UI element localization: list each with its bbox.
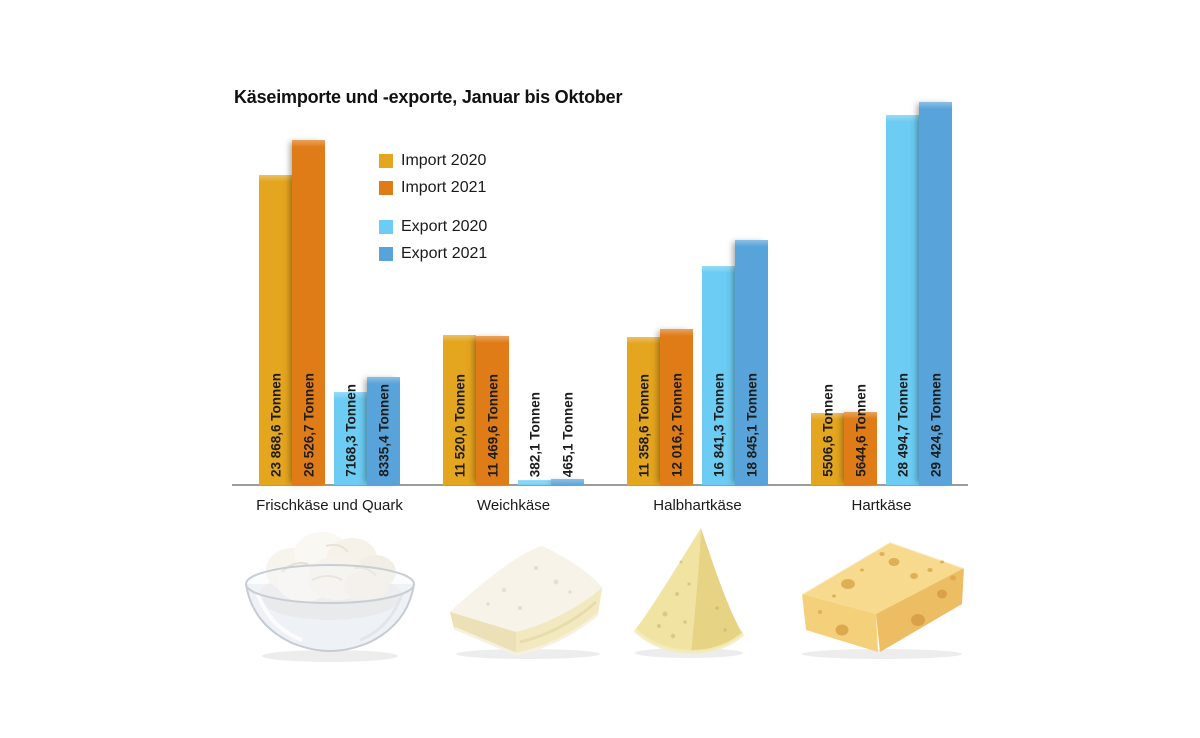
chart-title: Käseimporte und -exporte, Januar bis Okt… [234, 87, 623, 107]
bar-import-2021-frischkäse-und-quark: 26 526,7 Tonnen [292, 140, 325, 485]
bar-value-label: 8335,4 Tonnen [376, 384, 391, 477]
legend-item-import-2020: Import 2020 [379, 147, 487, 174]
bar-value-label: 29 424,6 Tonnen [928, 372, 943, 477]
legend-label: Import 2020 [401, 151, 487, 169]
bar-export-2021-halbhartkäse: 18 845,1 Tonnen [735, 240, 768, 485]
bar-value-label: 16 841,3 Tonnen [711, 372, 726, 477]
bar-value-label: 11 469,6 Tonnen [485, 373, 500, 477]
category-label-frischkäse-und-quark: Frischkäse und Quark [256, 497, 403, 514]
bar-import-2021-hartkäse: 5644,6 Tonnen [844, 384, 877, 485]
quark-bowl-image [245, 532, 415, 662]
chart-legend: Import 2020 Import 2021 Export 2020 Export … [379, 147, 487, 267]
bar-import-2020-weichkäse: 11 520,0 Tonnen [443, 335, 476, 485]
bar-export-2020-hartkäse: 28 494,7 Tonnen [886, 115, 919, 485]
legend-item-export-2021: Export 2021 [379, 240, 487, 267]
bar-value-label: 12 016,2 Tonnen [669, 372, 684, 477]
bar-value-label: 28 494,7 Tonnen [895, 372, 910, 477]
bar-value-label: 26 526,7 Tonnen [301, 372, 316, 477]
bar-value-label: 5644,6 Tonnen [853, 384, 868, 477]
bar-value-label: 382,1 Tonnen [527, 391, 542, 477]
category-label-weichkäse: Weichkäse [476, 497, 551, 514]
bar-export-2021-weichkäse: 465,1 Tonnen [551, 392, 584, 485]
legend-label: Export 2020 [401, 217, 488, 235]
legend-swatch-icon [379, 219, 393, 234]
legend-swatch-icon [379, 153, 393, 168]
legend-swatch-icon [379, 246, 393, 261]
category-label-hartkäse: Hartkäse [851, 497, 912, 514]
bar-export-2020-halbhartkäse: 16 841,3 Tonnen [702, 266, 735, 485]
legend-label: Export 2021 [401, 244, 488, 262]
legend-label: Import 2021 [401, 178, 487, 196]
brie-wedge-image [450, 546, 602, 659]
legend-item-export-2020: Export 2020 [379, 213, 487, 240]
x-axis-baseline [232, 484, 968, 486]
bar-export-2020-frischkäse-und-quark: 7168,3 Tonnen [334, 384, 367, 485]
bar-value-label: 465,1 Tonnen [560, 391, 575, 477]
bar-value-label: 11 358,6 Tonnen [636, 373, 651, 477]
bar-export-2021-hartkäse: 29 424,6 Tonnen [919, 102, 952, 485]
bar-import-2020-frischkäse-und-quark: 23 868,6 Tonnen [259, 175, 292, 485]
legend-item-import-2021: Import 2021 [379, 174, 487, 201]
bar-value-label: 11 520,0 Tonnen [452, 373, 467, 477]
bar-value-label: 5506,6 Tonnen [820, 384, 835, 477]
bar-import-2021-halbhartkäse: 12 016,2 Tonnen [660, 329, 693, 485]
bar-value-label: 23 868,6 Tonnen [268, 372, 283, 477]
bar-import-2020-hartkäse: 5506,6 Tonnen [811, 384, 844, 485]
category-label-halbhartkäse: Halbhartkäse [653, 497, 742, 514]
legend-swatch-icon [379, 180, 393, 195]
bar-value-label: 7168,3 Tonnen [343, 384, 358, 477]
bar-import-2020-halbhartkäse: 11 358,6 Tonnen [627, 337, 660, 485]
bar-import-2021-weichkäse: 11 469,6 Tonnen [476, 336, 509, 485]
bar-export-2020-weichkäse: 382,1 Tonnen [518, 392, 551, 485]
semi-hard-wedge-image [633, 528, 745, 658]
bar-value-label: 18 845,1 Tonnen [744, 372, 759, 477]
bar-export-2021-frischkäse-und-quark: 8335,4 Tonnen [367, 377, 400, 485]
emmental-block-image [801, 540, 965, 659]
